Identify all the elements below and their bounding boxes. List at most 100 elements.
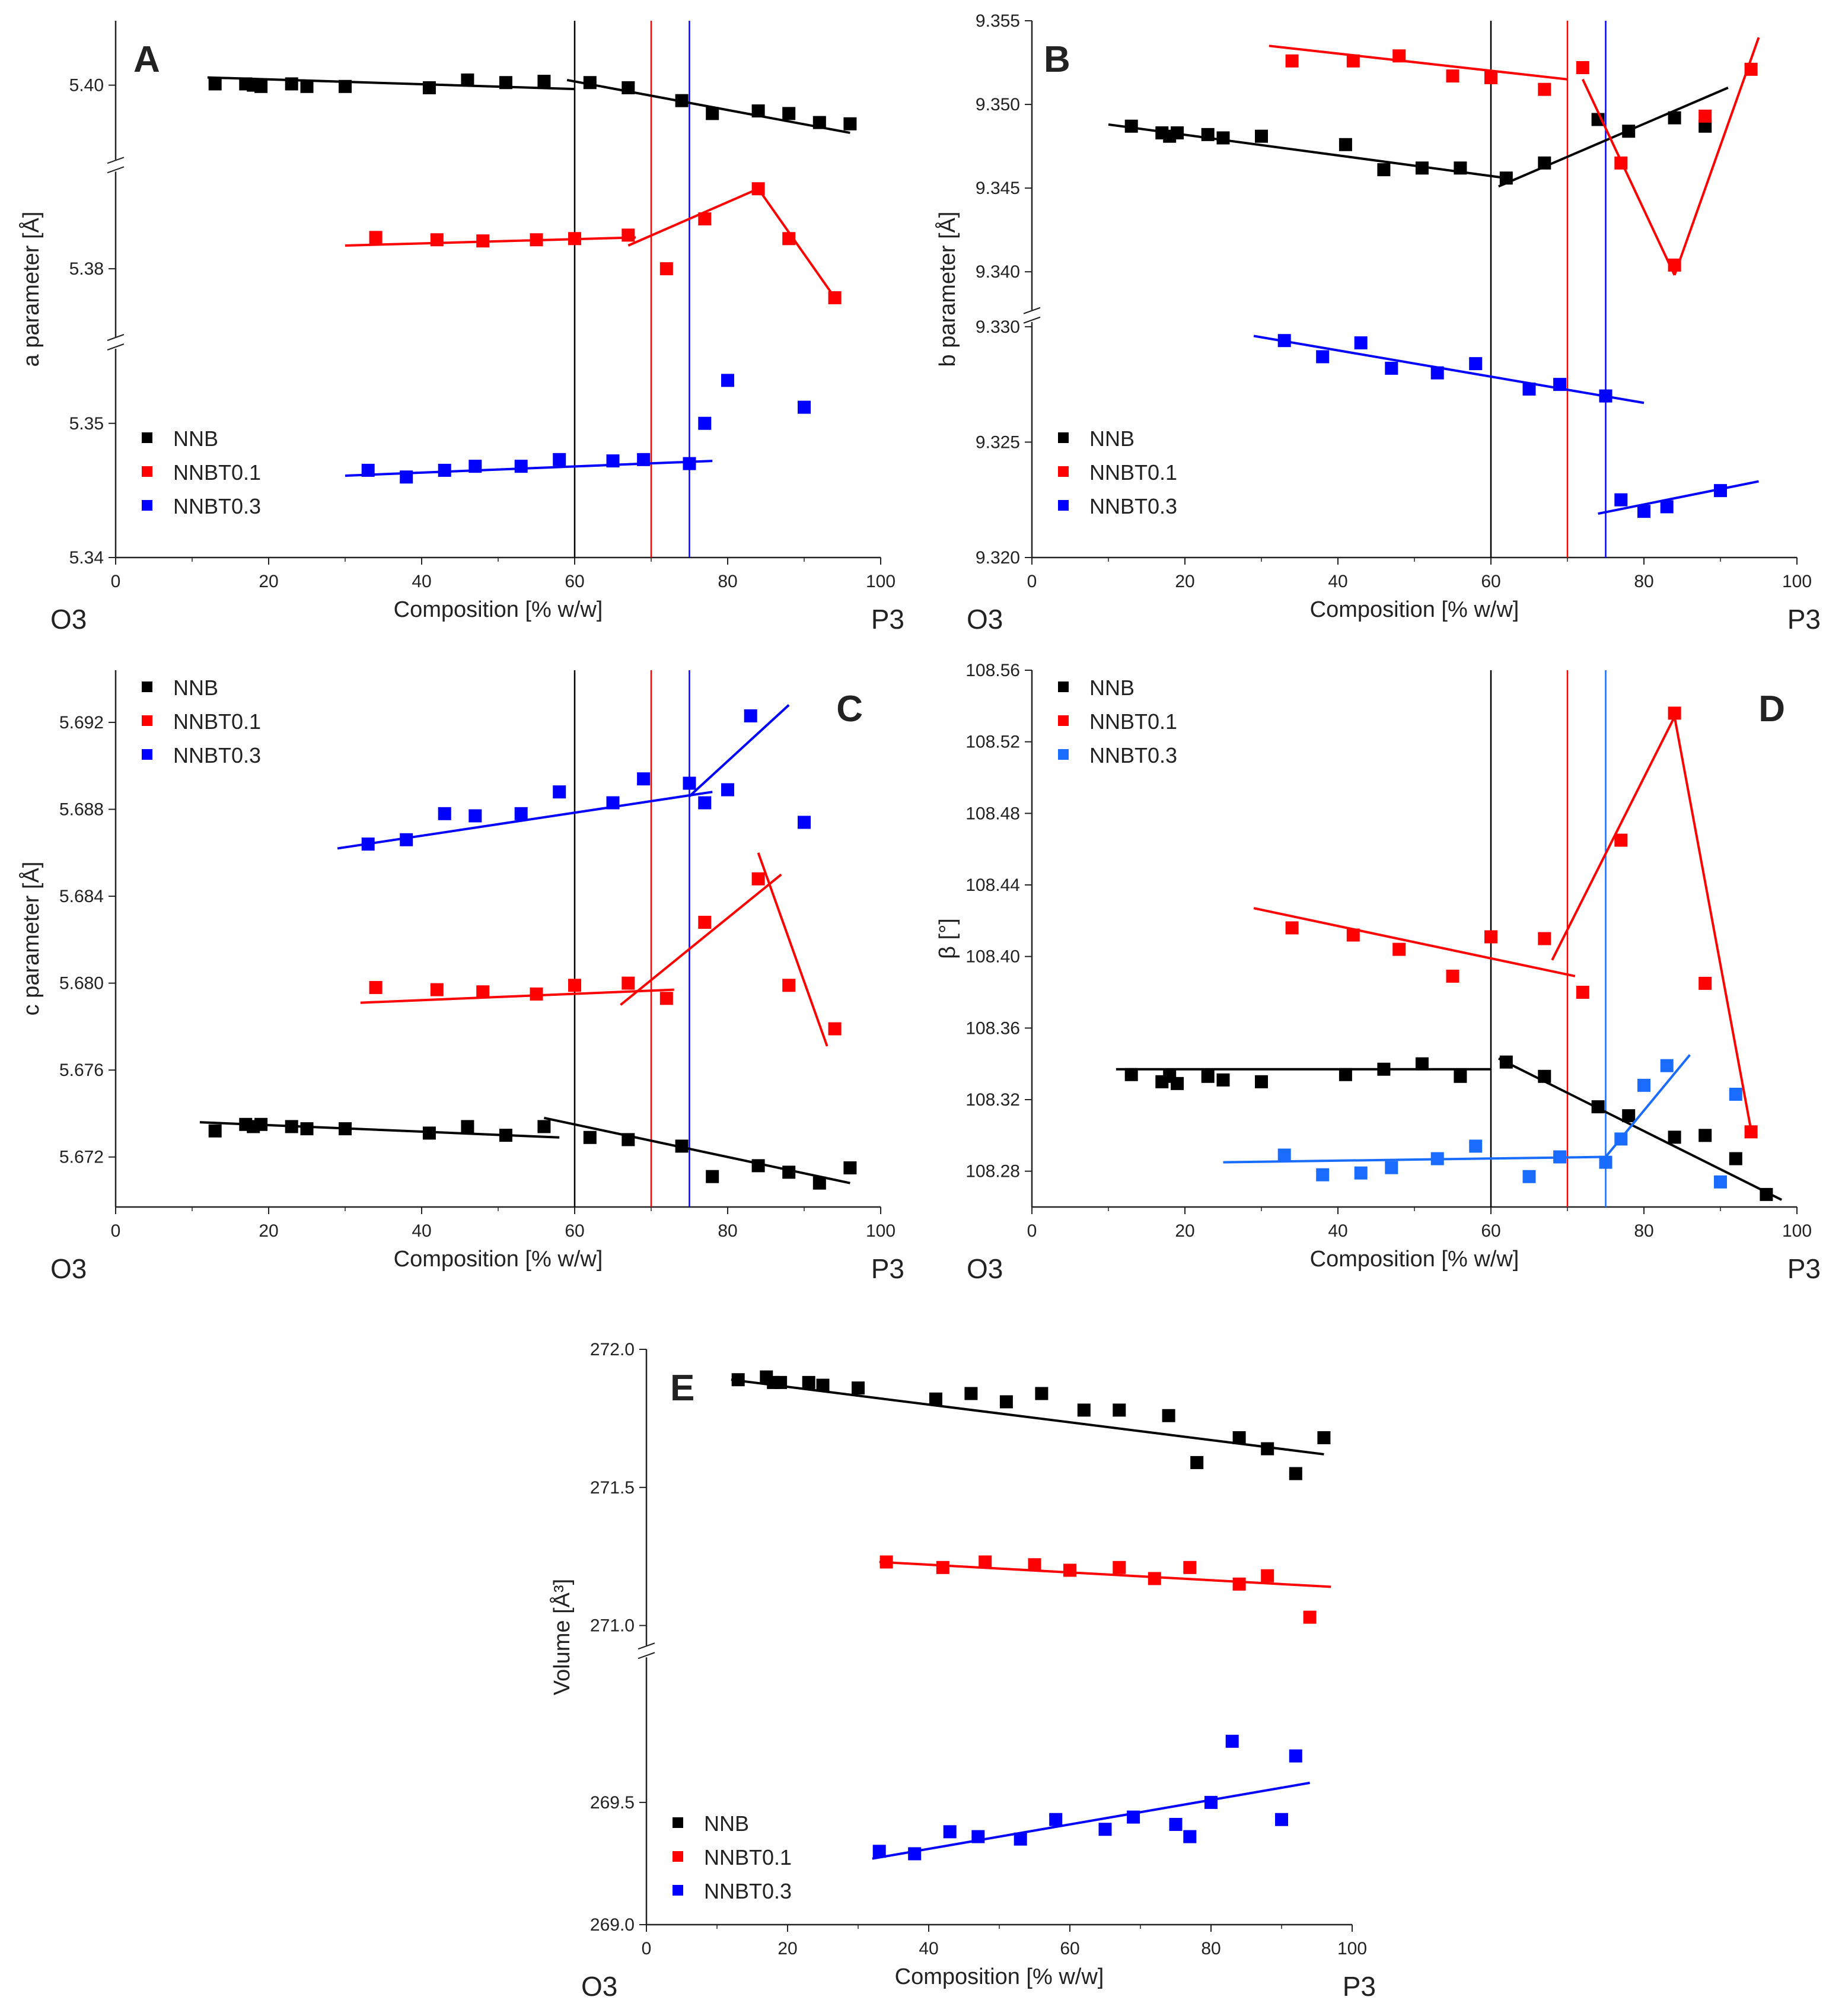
x-tick-label: 40 <box>412 572 431 591</box>
data-point <box>1729 1152 1742 1165</box>
data-point <box>1183 1560 1197 1574</box>
data-point <box>1261 1569 1274 1582</box>
data-point <box>999 1395 1013 1409</box>
data-point <box>1614 156 1628 170</box>
data-point <box>751 104 765 118</box>
data-point <box>1430 366 1444 380</box>
x-tick-label: 100 <box>1337 1939 1367 1958</box>
data-point <box>1377 1062 1391 1076</box>
data-point <box>1113 1560 1126 1574</box>
data-point <box>1317 1431 1331 1444</box>
series-nnbt01 <box>879 1555 1331 1624</box>
data-point <box>300 79 314 93</box>
data-point <box>637 453 651 466</box>
data-point <box>971 1830 985 1843</box>
data-point <box>422 81 436 94</box>
y-tick-label: 269.0 <box>590 1915 635 1935</box>
data-point <box>1538 156 1551 170</box>
data-point <box>1204 1795 1218 1809</box>
data-point <box>1339 138 1352 151</box>
fit-line <box>1673 37 1760 276</box>
x-tick-label: 60 <box>565 572 584 591</box>
data-point <box>1553 1150 1567 1164</box>
data-point <box>1668 111 1681 125</box>
data-point <box>1377 163 1391 177</box>
legend-marker-icon <box>142 715 152 726</box>
y-tick-label: 9.345 <box>976 179 1020 198</box>
data-point <box>1063 1563 1076 1577</box>
data-point <box>1035 1387 1049 1400</box>
y-tick-label: 9.330 <box>976 317 1020 337</box>
data-point <box>553 453 566 466</box>
data-point <box>568 979 581 992</box>
data-point <box>1622 125 1636 138</box>
data-point <box>622 976 635 990</box>
legend: NNB NNBT0.1 NNBT0.3 <box>1058 426 1177 518</box>
data-point <box>1077 1403 1091 1417</box>
data-point <box>339 79 352 93</box>
legend-label: NNB <box>1089 676 1135 700</box>
y-axis-label: Volume [Å³] <box>549 1579 575 1695</box>
data-point <box>1255 1075 1268 1088</box>
x-tick-label: 80 <box>718 1221 737 1241</box>
x-tick-label: 0 <box>1027 572 1037 591</box>
data-point <box>908 1847 922 1861</box>
data-point <box>369 980 383 994</box>
data-point <box>285 77 298 91</box>
y-tick-label: 108.48 <box>965 804 1020 823</box>
series-nnb <box>1116 1055 1783 1201</box>
fit-line <box>627 187 759 247</box>
data-point <box>254 1117 268 1131</box>
data-point <box>361 837 375 851</box>
data-point <box>438 463 451 477</box>
axis-break-mark <box>638 1652 655 1660</box>
data-point <box>744 709 757 722</box>
fit-line <box>1498 87 1729 188</box>
x-tick-label: 40 <box>919 1939 938 1958</box>
data-point <box>1446 69 1459 83</box>
data-point <box>802 1375 815 1389</box>
axis-break-mark <box>107 343 125 351</box>
x-axis-label: Composition [% w/w] <box>895 1964 1104 1989</box>
data-point <box>798 400 811 414</box>
x-tick-label: 60 <box>1060 1939 1079 1958</box>
legend-marker-icon <box>1058 749 1069 760</box>
data-point <box>1698 119 1712 133</box>
y-axis-label: β [°] <box>935 918 960 959</box>
x-tick-label: 0 <box>642 1939 652 1958</box>
data-point <box>698 212 712 226</box>
series-nnbt03 <box>1253 334 1759 518</box>
data-point <box>1415 1057 1429 1071</box>
data-point <box>1216 131 1230 145</box>
data-point <box>1285 54 1299 68</box>
y-tick-label: 9.340 <box>976 262 1020 282</box>
fit-line <box>1253 907 1576 977</box>
data-point <box>430 233 444 247</box>
data-point <box>751 182 765 196</box>
x-tick-label: 80 <box>1634 572 1653 591</box>
data-point <box>530 233 543 247</box>
data-point <box>1744 1125 1758 1139</box>
legend-marker-icon <box>142 466 152 477</box>
data-point <box>1285 921 1299 935</box>
right-phase-label: P3 <box>1787 1253 1821 1284</box>
data-point <box>422 1126 436 1140</box>
axis-break-mark <box>638 1642 655 1650</box>
y-tick-label: 5.676 <box>59 1060 104 1080</box>
fit-line <box>1598 480 1759 515</box>
x-tick-label: 80 <box>1201 1939 1220 1958</box>
data-point <box>361 463 375 477</box>
data-point <box>1127 1810 1140 1824</box>
y-tick-label: 9.320 <box>976 548 1020 568</box>
data-point <box>659 992 673 1005</box>
data-point <box>943 1825 957 1839</box>
data-point <box>537 1120 551 1133</box>
data-point <box>1316 1168 1330 1181</box>
y-tick-label: 5.38 <box>69 259 104 279</box>
axis-break-mark <box>1023 316 1041 324</box>
legend-label: NNBT0.1 <box>704 1845 792 1870</box>
x-tick-label: 80 <box>1634 1221 1653 1241</box>
right-phase-label: P3 <box>1343 1971 1376 2002</box>
data-point <box>782 232 796 246</box>
